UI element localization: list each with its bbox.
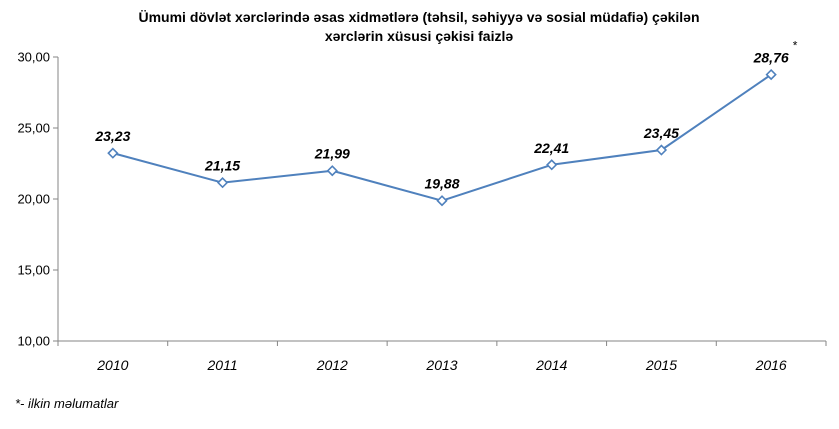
data-point-marker xyxy=(655,144,668,156)
data-label: 21,99 xyxy=(314,146,350,162)
x-tick-label: 2016 xyxy=(755,357,787,373)
y-tick-label: 30,00 xyxy=(17,50,50,65)
y-tick-label: 10,00 xyxy=(17,334,50,349)
preliminary-data-asterisk: * xyxy=(793,39,798,53)
y-tick-label: 25,00 xyxy=(17,121,50,136)
data-point-marker xyxy=(436,195,448,207)
data-point-marker xyxy=(107,147,119,159)
data-point-marker xyxy=(546,159,558,171)
x-tick-label: 2011 xyxy=(207,357,238,373)
data-label: 21,15 xyxy=(204,158,240,174)
x-tick-label: 2015 xyxy=(645,357,677,373)
x-tick-label: 2014 xyxy=(535,357,567,373)
data-label: 22,41 xyxy=(533,140,569,156)
data-point-marker xyxy=(326,165,338,177)
data-point-marker xyxy=(765,68,777,81)
chart-title: Ümumi dövlət xərclərində əsas xidmətlərə… xyxy=(138,9,699,44)
footnote: *- ilkin məlumatlar xyxy=(15,396,119,411)
x-tick-label: 2013 xyxy=(425,357,457,373)
x-axis-ticks: 2010 2011 2012 2013 2014 2015 2016 xyxy=(57,341,827,373)
y-axis-ticks: 10,00 15,00 20,00 25,00 30,00 xyxy=(17,50,58,349)
y-tick-label: 20,00 xyxy=(17,192,50,207)
data-label: 28,76 xyxy=(753,50,789,66)
x-tick-label: 2010 xyxy=(96,357,128,373)
chart-title-line: xərclərin xüsusi çəkisi faizlə xyxy=(325,28,514,44)
x-tick-label: 2012 xyxy=(316,357,348,373)
data-label: 23,45 xyxy=(643,125,679,141)
series-line-group xyxy=(107,68,777,207)
data-point-marker xyxy=(216,177,229,189)
data-labels: 23,23 21,15 21,99 19,88 22,41 23,45 28,76 * xyxy=(94,39,797,192)
data-label: 19,88 xyxy=(424,176,459,192)
y-tick-label: 15,00 xyxy=(17,263,50,278)
chart-title-line: Ümumi dövlət xərclərində əsas xidmətlərə… xyxy=(138,9,699,25)
data-label: 23,23 xyxy=(94,128,130,144)
